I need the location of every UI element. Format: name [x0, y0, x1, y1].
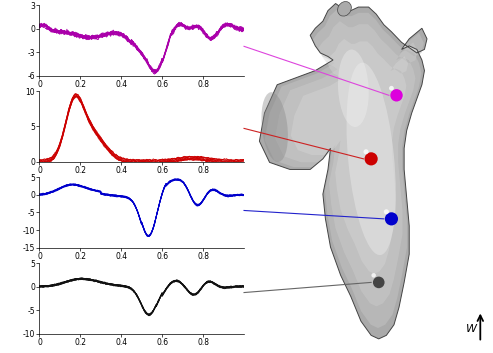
Point — [370, 273, 378, 278]
Point — [383, 209, 390, 215]
Point — [362, 149, 370, 155]
Polygon shape — [265, 10, 424, 328]
Ellipse shape — [338, 49, 369, 127]
Point — [392, 92, 400, 98]
Ellipse shape — [347, 62, 396, 255]
Point — [387, 85, 395, 91]
Point — [375, 280, 383, 285]
Ellipse shape — [261, 92, 288, 162]
Ellipse shape — [338, 1, 352, 16]
Point — [387, 216, 395, 222]
Point — [367, 156, 375, 162]
Polygon shape — [275, 21, 418, 306]
Text: $W$: $W$ — [465, 322, 478, 334]
Polygon shape — [259, 4, 427, 339]
Polygon shape — [291, 39, 408, 274]
